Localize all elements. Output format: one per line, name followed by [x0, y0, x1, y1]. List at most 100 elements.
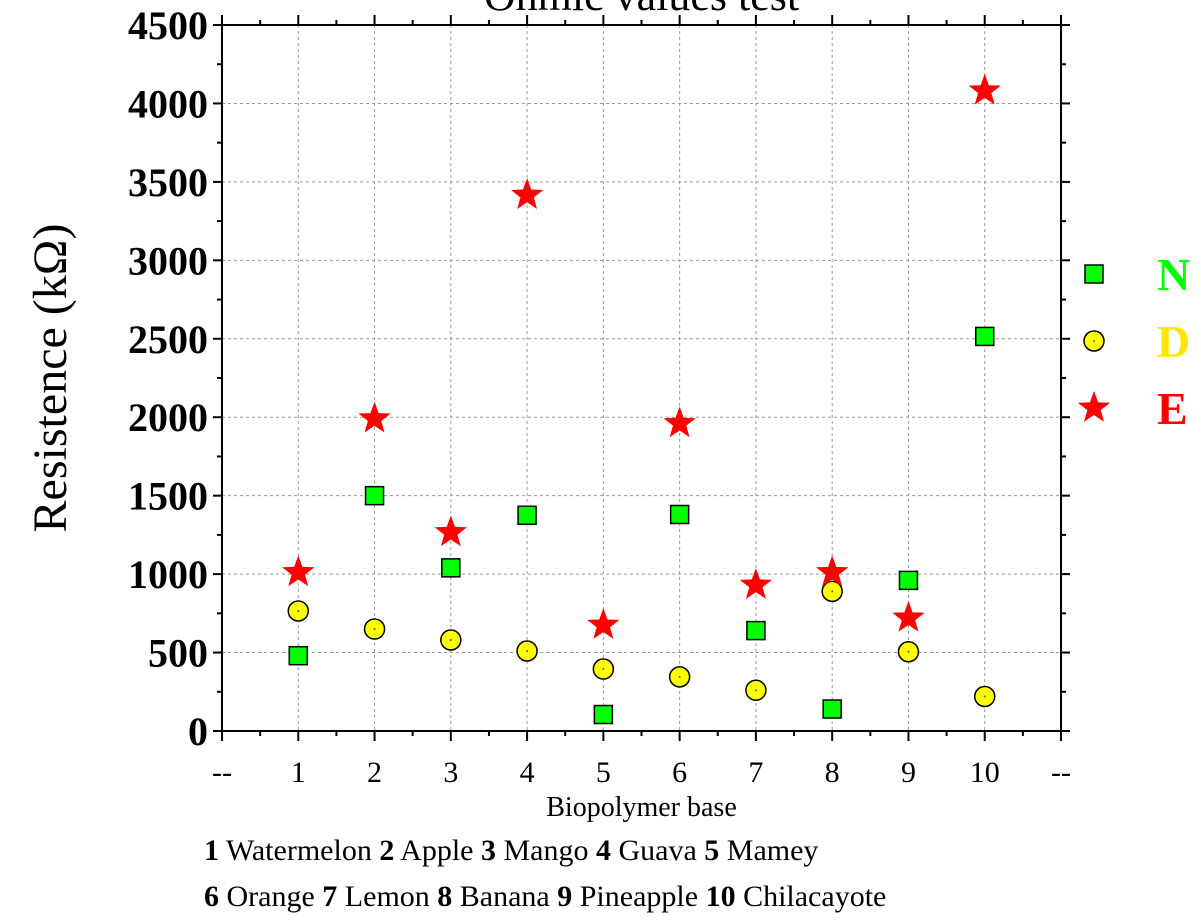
legend: NDE [1077, 249, 1190, 434]
series-d [287, 580, 996, 708]
series-n-point [288, 645, 309, 666]
series-n-point [364, 485, 385, 506]
y-tick-label: 4500 [128, 3, 208, 48]
x-tick-label: 10 [970, 756, 1000, 789]
series-n-point [441, 558, 461, 578]
marks-layer [282, 73, 1001, 725]
series-d-point-center [526, 649, 529, 652]
caption-name: Watermelon [219, 834, 372, 867]
axes-layer [213, 15, 1070, 741]
series-d-point [897, 641, 920, 663]
caption-name: Banana [452, 880, 549, 913]
y-tick-label: 2500 [128, 317, 208, 362]
caption-number: 6 [204, 880, 219, 913]
x-tick-label: 4 [520, 756, 535, 789]
series-e-point [434, 515, 467, 547]
caption-name: Orange [219, 880, 315, 913]
series-d-point [363, 618, 386, 640]
series-d-point-center [297, 609, 300, 612]
y-tick-label: 4000 [128, 81, 208, 126]
series-d-point [821, 580, 843, 603]
legend-marker-n [1084, 264, 1104, 284]
series-d-point-center [602, 668, 605, 671]
series-n-point [669, 504, 690, 525]
caption-name: Chilacayote [736, 880, 887, 913]
caption-line-2: 6 Orange 7 Lemon 8 Banana 9 Pineapple 10… [204, 880, 886, 913]
series-n-point [593, 704, 614, 725]
plot-frame [221, 24, 1062, 732]
series-d-point-center [754, 689, 757, 692]
caption-name: Apple [394, 834, 473, 867]
legend-label-e: E [1157, 383, 1188, 434]
series-d-point-center [831, 590, 834, 593]
series-d-point [973, 685, 996, 708]
series-d-point-center [678, 675, 681, 678]
series-d-point [668, 666, 691, 688]
y-tick-label: 3000 [128, 238, 208, 283]
text-layer: Ohmic values test 0 500 1000 1500 2000 2500 300… [24, 0, 1190, 913]
y-tick-label: 2000 [128, 395, 208, 440]
caption-name: Lemon [337, 880, 429, 913]
y-axis-label: Resistence (kΩ) [24, 224, 77, 533]
caption-number: 5 [697, 834, 720, 867]
x-tick-label: 8 [825, 756, 840, 789]
chart-title: Ohmic values test [484, 0, 799, 20]
x-tick-label: 9 [901, 756, 916, 789]
series-d-point [745, 679, 767, 701]
series-e [282, 73, 1001, 639]
caption-name: Mango [496, 834, 589, 867]
x-tick-label: 6 [672, 756, 687, 789]
grid-layer [222, 25, 1061, 731]
series-n [288, 326, 995, 725]
caption-number: 10 [698, 880, 736, 913]
caption-number: 3 [473, 834, 496, 867]
caption-name: Guava [611, 834, 697, 867]
caption-number: 9 [550, 880, 573, 913]
x-tick-label: 2 [367, 756, 382, 789]
series-n-point [974, 326, 995, 347]
series-d-point-center [373, 628, 376, 631]
caption-number: 2 [372, 834, 395, 867]
series-n-point [517, 505, 537, 526]
series-d-point-center [449, 639, 452, 642]
series-e-point [892, 601, 925, 632]
series-e-point [739, 568, 773, 599]
legend-marker-e [1077, 391, 1111, 422]
x-tick-label: 3 [443, 756, 458, 789]
series-n-point [746, 620, 766, 641]
series-e-point [663, 406, 696, 438]
series-e-point [358, 401, 391, 433]
x-tick-label: 5 [596, 756, 611, 789]
series-n-point [822, 699, 842, 719]
x-tick-label: -- [1051, 756, 1071, 789]
x-axis-label: Biopolymer base [546, 792, 737, 823]
series-d-point [287, 600, 310, 622]
series-d-point [592, 658, 615, 680]
y-tick-label: 1500 [128, 474, 208, 519]
x-tick-label: -- [212, 756, 232, 789]
caption-number: 1 [204, 834, 219, 867]
caption-name: Mamey [719, 834, 818, 867]
y-tick-label: 0 [188, 709, 208, 754]
series-d-point [440, 629, 462, 651]
caption-line-1: 1 Watermelon 2 Apple 3 Mango 4 Guava 5 M… [204, 834, 818, 867]
series-e-point [816, 555, 849, 587]
series-e-point [510, 178, 544, 209]
caption-name: Pineapple [572, 880, 698, 913]
series-e-point [282, 555, 315, 587]
x-tick-label: 1 [291, 756, 306, 789]
series-d-point-center [983, 695, 986, 698]
y-tick-label: 3500 [128, 160, 208, 205]
caption-number: 4 [588, 834, 611, 867]
series-e-point [587, 608, 620, 639]
caption-number: 7 [315, 880, 338, 913]
series-d-point [516, 640, 538, 662]
caption-number: 8 [430, 880, 453, 913]
legend-marker-d [1083, 330, 1105, 352]
series-n-point [898, 570, 919, 591]
series-e-point [968, 73, 1001, 105]
legend-label-d: D [1157, 316, 1190, 367]
x-tick-label: 7 [748, 756, 763, 789]
y-tick-label: 500 [148, 631, 208, 676]
